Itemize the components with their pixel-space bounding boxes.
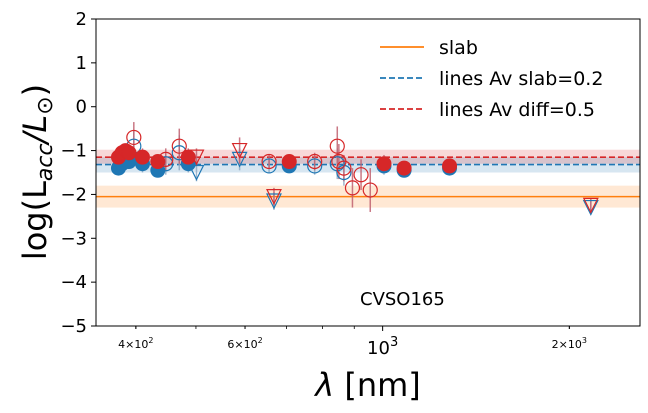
plot-frame (95, 18, 641, 327)
data-point (188, 164, 205, 181)
data-point (171, 138, 187, 154)
legend-label: lines Av diff=0.5 (439, 99, 595, 121)
y-tick-label: 2 (76, 9, 87, 30)
legend-label: lines Av slab=0.2 (439, 68, 603, 90)
data-point (336, 164, 352, 181)
y-tick-label: −2 (60, 184, 87, 205)
data-point (158, 151, 174, 167)
y-tick-label: 0 (76, 97, 87, 118)
data-point (442, 158, 458, 174)
data-point (376, 156, 392, 172)
y-tick-label: −1 (60, 141, 87, 162)
data-points (110, 129, 599, 216)
y-tick-label: −3 (60, 228, 87, 249)
legend-label: slab (439, 37, 478, 59)
data-point (344, 180, 361, 196)
data-point (261, 158, 277, 174)
data-point (307, 158, 323, 174)
data-point (121, 145, 137, 161)
data-point (188, 149, 205, 166)
data-point (261, 153, 277, 170)
data-point (231, 142, 248, 159)
data-point (329, 138, 345, 154)
data-point (265, 193, 282, 210)
legend: slab lines Av slab=0.2 lines Av diff=0.5 (380, 37, 603, 121)
y-tick-label: 1 (76, 53, 87, 74)
y-axis-ticks: 2 1 0 −1 −2 −3 −4 −5 (60, 9, 96, 337)
data-point (281, 154, 297, 170)
x-axis-title: λ [nm] (313, 366, 421, 404)
y-axis-title: log(Lacc/L⊙) (16, 84, 58, 260)
data-point (362, 182, 378, 198)
data-point (353, 167, 369, 183)
data-point (307, 153, 323, 170)
x-axis-ticks: 4×102 6×102 103 2×103 (118, 326, 587, 359)
data-point (150, 154, 166, 170)
data-point (396, 160, 412, 176)
data-point (231, 151, 248, 168)
data-point (265, 189, 282, 205)
y-tick-label: −5 (60, 316, 87, 337)
data-point (582, 199, 599, 216)
x-tick-label: 103 (367, 335, 398, 359)
data-point (582, 197, 599, 214)
data-point (126, 129, 142, 146)
chart-annotation: CVSO165 (360, 289, 445, 310)
data-point (134, 149, 150, 165)
x-tick-label: 6×102 (227, 336, 262, 351)
x-tick-label: 2×103 (552, 336, 587, 351)
reference-bands (96, 149, 640, 208)
y-tick-label: −4 (60, 272, 87, 293)
x-tick-label: 4×102 (118, 336, 153, 351)
data-point (336, 160, 352, 176)
